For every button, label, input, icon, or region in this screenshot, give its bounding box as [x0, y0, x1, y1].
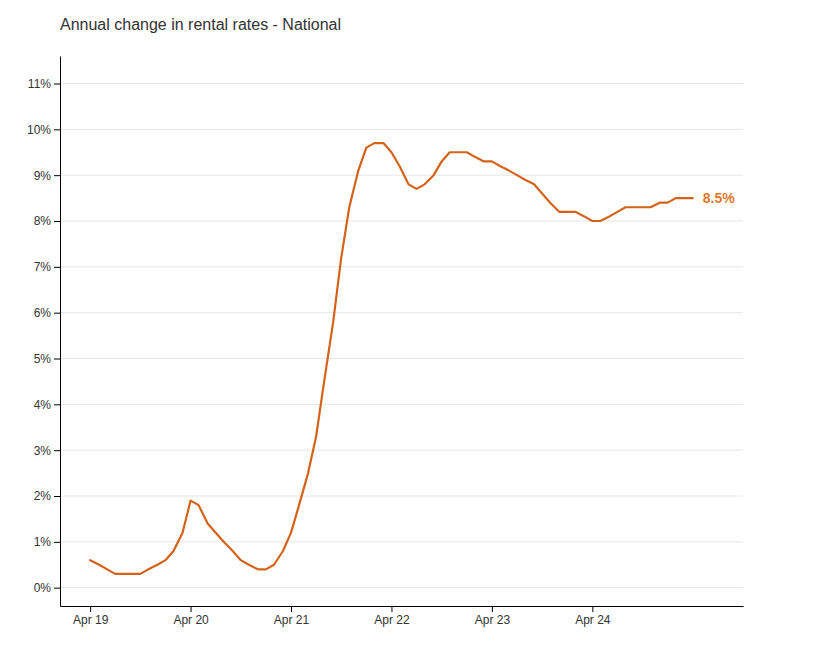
grid-line	[60, 83, 743, 84]
y-tick-mark	[54, 221, 60, 222]
y-tick-mark	[54, 450, 60, 451]
y-tick-mark	[54, 267, 60, 268]
grid-line	[60, 312, 743, 313]
x-axis-line	[61, 606, 744, 607]
x-tick-label: Apr 21	[274, 613, 310, 627]
y-tick-mark	[54, 359, 60, 360]
y-tick-label: 9%	[34, 169, 52, 183]
y-tick: 6%	[34, 306, 60, 320]
y-tick-mark	[54, 496, 60, 497]
line	[90, 143, 693, 574]
grid-line	[60, 541, 743, 542]
x-tick: Apr 20	[173, 606, 209, 627]
grid	[60, 84, 743, 588]
y-tick: 5%	[34, 352, 60, 366]
grid-line	[60, 404, 743, 405]
y-tick: 1%	[34, 535, 60, 549]
y-tick-label: 0%	[34, 581, 52, 595]
y-tick-mark	[54, 404, 60, 405]
grid-line	[60, 221, 743, 222]
y-tick: 9%	[34, 169, 60, 183]
annotation: 8.5%	[703, 190, 735, 206]
plot-area: Apr 19 Apr 20 Apr 21 Apr 22 Apr 23 Apr 24 0% 1%…	[27, 57, 744, 627]
chart: Apr 19 Apr 20 Apr 21 Apr 22 Apr 23 Apr 24 0% 1%…	[0, 0, 823, 652]
y-tick-mark	[54, 588, 60, 589]
grid-line	[60, 496, 743, 497]
y-tick-mark	[54, 542, 60, 543]
y-tick-mark	[54, 175, 60, 176]
grid-line	[60, 266, 743, 267]
x-axis: Apr 19 Apr 20 Apr 21 Apr 22 Apr 23 Apr 24	[61, 606, 744, 627]
y-tick-label: 2%	[34, 489, 52, 503]
x-tick-mark	[391, 606, 392, 612]
y-tick-label: 1%	[34, 535, 52, 549]
y-tick: 11%	[28, 77, 60, 91]
y-tick-label: 5%	[34, 352, 52, 366]
y-axis: 0% 1% 2% 3% 4% 5% 6% 7% 8% 9% 10% 11%	[27, 57, 61, 607]
x-tick-label: Apr 23	[475, 613, 511, 627]
y-tick-label: 4%	[34, 398, 52, 412]
grid-line	[60, 450, 743, 451]
x-tick-mark	[291, 606, 292, 612]
x-tick-label: Apr 24	[575, 613, 611, 627]
grid-line	[60, 587, 743, 588]
grid-line	[60, 358, 743, 359]
x-tick: Apr 22	[374, 606, 410, 627]
y-tick-mark	[54, 84, 60, 85]
x-tick-label: Apr 20	[173, 613, 209, 627]
x-tick-mark	[90, 606, 91, 612]
grid-line	[60, 175, 743, 176]
x-tick: Apr 19	[73, 606, 109, 627]
y-tick: 4%	[34, 398, 60, 412]
y-tick: 10%	[27, 123, 60, 137]
y-tick: 2%	[34, 489, 60, 503]
y-tick-label: 11%	[28, 77, 51, 91]
y-tick-label: 7%	[34, 260, 52, 274]
y-tick-label: 3%	[34, 444, 52, 458]
y-tick-label: 10%	[27, 123, 51, 137]
x-tick: Apr 21	[274, 606, 310, 627]
title: Annual change in rental rates - National	[60, 16, 341, 33]
y-tick-mark	[54, 313, 60, 314]
x-tick-mark	[492, 606, 493, 612]
y-axis-line	[60, 57, 61, 607]
y-tick-label: 6%	[34, 306, 52, 320]
y-tick-mark	[54, 129, 60, 130]
x-tick: Apr 23	[475, 606, 511, 627]
x-tick: Apr 24	[575, 606, 611, 627]
x-tick-mark	[592, 606, 593, 612]
x-tick-label: Apr 19	[73, 613, 109, 627]
y-tick: 8%	[34, 214, 60, 228]
x-tick-label: Apr 22	[374, 613, 410, 627]
y-tick: 0%	[34, 581, 60, 595]
grid-line	[60, 129, 743, 130]
y-tick: 7%	[34, 260, 60, 274]
y-tick-label: 8%	[34, 214, 52, 228]
x-tick-mark	[191, 606, 192, 612]
marks	[90, 143, 693, 574]
y-tick: 3%	[34, 444, 60, 458]
